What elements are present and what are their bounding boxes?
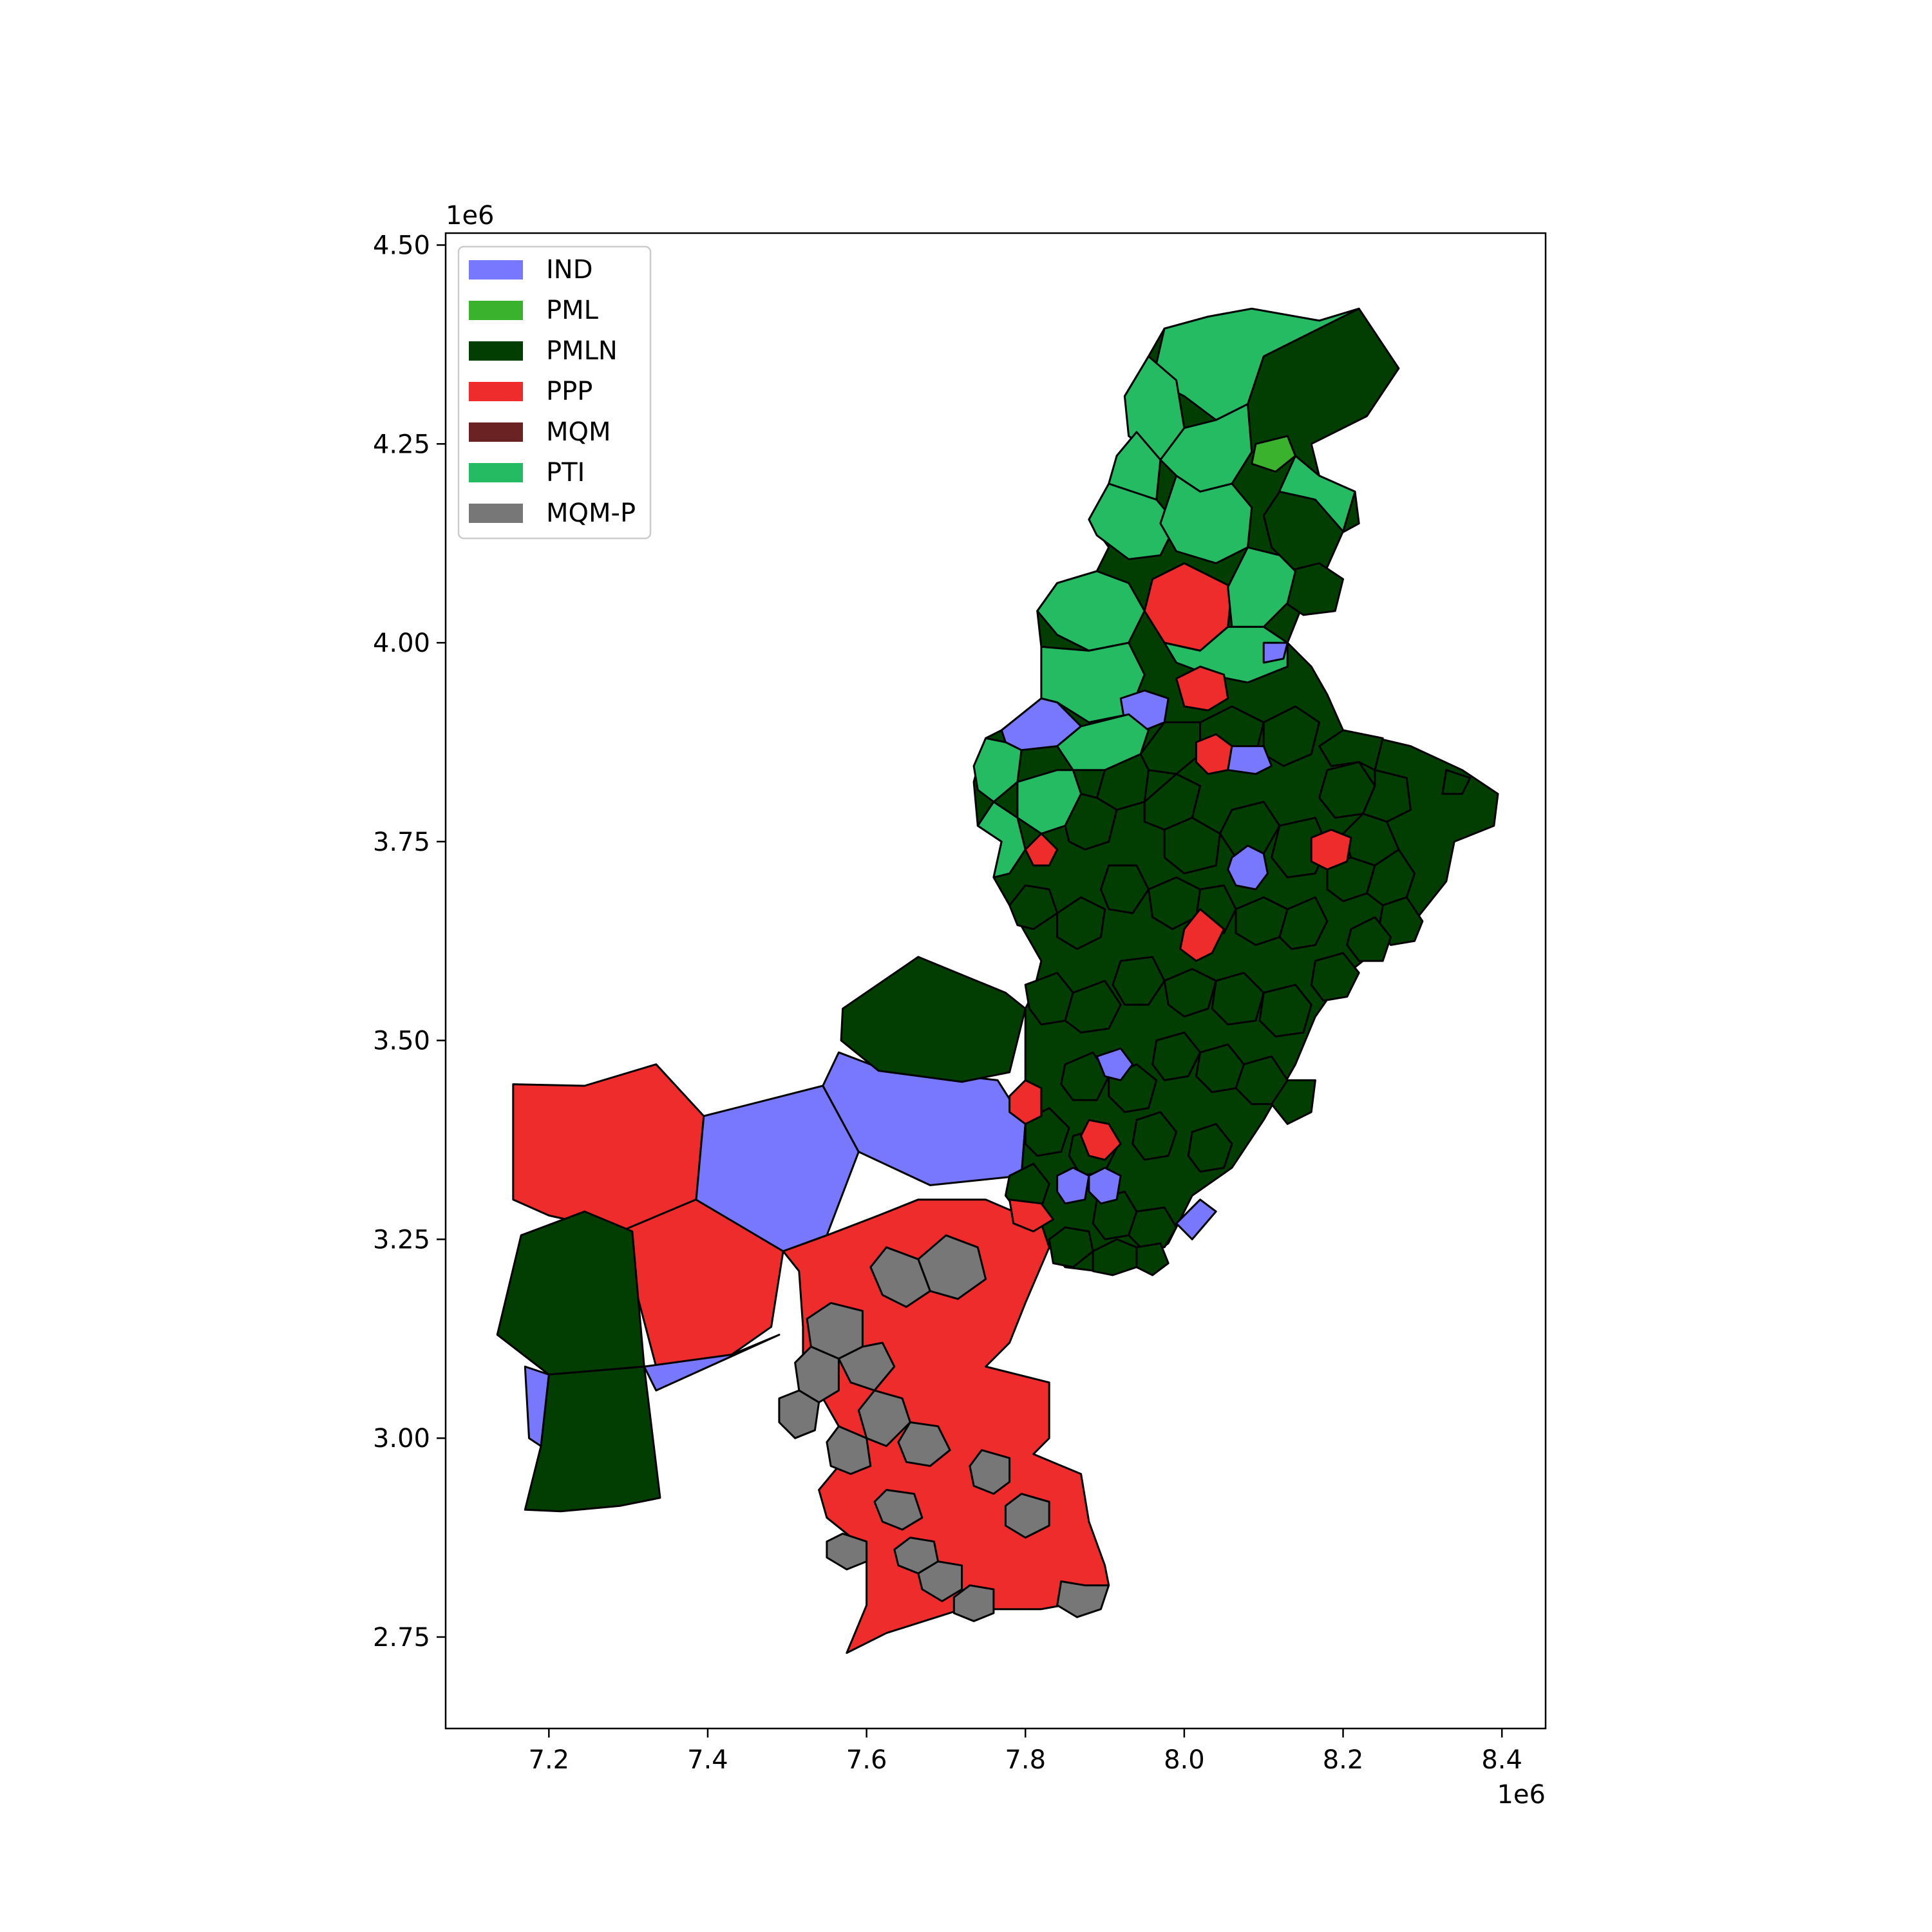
region-mqm-p-16: [857, 1389, 911, 1447]
y-tick-label: 3.75: [373, 828, 430, 857]
region-pmln-62: [1318, 729, 1384, 772]
region-mqm-p-22: [826, 1532, 868, 1571]
region-ppp-106: [1009, 1079, 1043, 1125]
region-pml-31: [1251, 435, 1296, 473]
legend-label-pmln: PMLN: [546, 336, 618, 366]
region-ind-101: [1227, 745, 1273, 775]
legend-swatch-ind: [469, 260, 523, 279]
y-tick-label: 4.25: [373, 430, 430, 459]
region-pmln-88: [1271, 1079, 1316, 1125]
region-mqm-p-26: [1056, 1580, 1110, 1618]
region-pmln-58: [1163, 817, 1221, 875]
region-ind-110: [1175, 1198, 1217, 1240]
legend-label-mqm-p: MQM-P: [546, 498, 636, 528]
legend-swatch-mqm: [469, 422, 523, 442]
y-tick-label: 3.25: [373, 1225, 430, 1255]
x-tick-label: 8.2: [1323, 1745, 1364, 1775]
region-mqm-p-21: [1004, 1493, 1050, 1539]
region-pmln-92: [1187, 1122, 1233, 1173]
y-tick-label: 3.00: [373, 1424, 430, 1454]
region-mqm-p-11: [869, 1246, 931, 1308]
region-pmln-6: [524, 1365, 661, 1513]
region-pmln-85: [1151, 1031, 1202, 1081]
region-mqm-p-17: [897, 1421, 951, 1467]
x-tick-label: 8.4: [1481, 1745, 1522, 1775]
region-ppp-107: [1080, 1119, 1122, 1161]
region-ind-103: [1227, 844, 1269, 891]
x-tick-label: 7.2: [529, 1745, 570, 1775]
region-pmln-82: [1346, 916, 1392, 962]
region-ind-8: [643, 1334, 781, 1392]
region-ind-108: [1056, 1166, 1090, 1205]
legend-swatch-pti: [469, 463, 523, 482]
region-ppp-0: [512, 1063, 705, 1233]
legend-label-ppp: PPP: [546, 377, 592, 406]
x-tick-label: 7.6: [846, 1745, 887, 1775]
legend-swatch-ppp: [469, 382, 523, 401]
region-pmln-98: [1135, 1242, 1170, 1276]
legend: IND PML PMLN PPP MQM PTI MQM-P: [457, 245, 652, 540]
region-pmln-77: [1112, 956, 1166, 1006]
legend-label-mqm: MQM: [546, 417, 611, 447]
region-pmln-95: [1128, 1206, 1178, 1249]
region-ind-7: [524, 1365, 550, 1447]
region-pmln-79: [1211, 972, 1265, 1026]
region-pmln-66: [1056, 896, 1106, 951]
region-pti-46: [1056, 713, 1150, 772]
region-pmln-76: [1064, 980, 1122, 1034]
region-mqm-p-15: [778, 1389, 820, 1439]
region-ppp-50: [1024, 833, 1059, 867]
region-mqm-p-24: [917, 1560, 963, 1602]
region-pti-47: [972, 737, 1023, 803]
region-pmln-91: [1132, 1111, 1178, 1161]
legend-label-pml: PML: [546, 296, 599, 325]
region-ppp-99: [1175, 665, 1229, 712]
region-mqm-p-20: [873, 1489, 923, 1531]
region-mqm-p-25: [952, 1584, 995, 1622]
region-pmln-89: [1024, 1107, 1070, 1157]
region-mqm-p-18: [826, 1425, 872, 1475]
region-ppp-102: [1310, 828, 1352, 871]
region-pmln-64: [1441, 769, 1472, 795]
region-pmln-81: [1310, 952, 1360, 1002]
region-ind-45: [1262, 641, 1289, 664]
axes-frame: [444, 232, 1547, 1730]
x-axis: 7.2 7.4 7.6 7.8 8.0 8.2 8.4: [529, 1728, 1522, 1775]
y-axis-offset-label: 1e6: [446, 201, 495, 231]
region-ind-109: [1088, 1166, 1122, 1205]
region-pmln-78: [1163, 968, 1217, 1018]
x-axis-offset-label: 1e6: [1497, 1780, 1546, 1810]
legend-label-ind: IND: [546, 255, 593, 285]
legend-swatch-pml: [469, 301, 523, 320]
region-pmln-57: [1064, 793, 1118, 851]
y-tick-label: 2.75: [373, 1623, 430, 1653]
region-pti-49: [976, 800, 1027, 878]
region-pmln-80: [1258, 983, 1312, 1037]
region-mqm-p-19: [969, 1449, 1011, 1495]
region-ppp-111: [1009, 1198, 1054, 1233]
region-ppp-104: [1179, 908, 1225, 962]
y-axis: 2.75 3.00 3.25 3.50 3.75 4.00 4.25 4.50: [373, 231, 446, 1653]
region-pmln-67: [1099, 864, 1150, 914]
y-tick-label: 4.50: [373, 231, 430, 261]
region-pti-39: [1227, 546, 1296, 628]
legend-label-pti: PTI: [546, 458, 585, 488]
region-pmln-83: [1060, 1051, 1110, 1101]
region-pti-36: [1088, 482, 1178, 560]
x-tick-label: 7.4: [687, 1745, 728, 1775]
region-ind-105: [1095, 1047, 1134, 1081]
region-pmln-71: [1278, 896, 1329, 951]
legend-swatch-mqm-p: [469, 504, 523, 523]
legend-swatch-pmln: [469, 341, 523, 361]
y-tick-label: 3.50: [373, 1027, 430, 1056]
x-tick-label: 8.0: [1164, 1745, 1205, 1775]
constituency-regions: [496, 307, 1499, 1654]
x-tick-label: 7.8: [1005, 1745, 1046, 1775]
y-tick-label: 4.00: [373, 629, 430, 658]
